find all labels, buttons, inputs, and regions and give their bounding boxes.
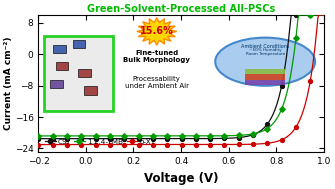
Text: Processability
under Ambient Air: Processability under Ambient Air (125, 76, 189, 89)
Text: Fine-tuned
Bulk Morphology: Fine-tuned Bulk Morphology (123, 50, 190, 63)
FancyBboxPatch shape (245, 80, 285, 85)
Legend: CS₂, 1,2,4-TMB, o-XY: CS₂, 1,2,4-TMB, o-XY (42, 136, 159, 147)
Text: ~50% Humidity
Room Temperature: ~50% Humidity Room Temperature (246, 48, 285, 56)
FancyBboxPatch shape (73, 40, 85, 48)
FancyBboxPatch shape (50, 80, 63, 88)
Text: 15.6%: 15.6% (140, 26, 174, 36)
Y-axis label: Current (mA cm⁻²): Current (mA cm⁻²) (4, 37, 13, 130)
Circle shape (215, 38, 315, 86)
Polygon shape (137, 18, 177, 45)
FancyBboxPatch shape (84, 86, 97, 95)
FancyBboxPatch shape (56, 62, 68, 70)
FancyBboxPatch shape (53, 45, 66, 53)
Title: Green-Solvent-Processed All-PSCs: Green-Solvent-Processed All-PSCs (87, 4, 275, 14)
FancyBboxPatch shape (245, 74, 285, 80)
X-axis label: Voltage (V): Voltage (V) (144, 172, 218, 185)
FancyBboxPatch shape (245, 69, 285, 74)
FancyBboxPatch shape (44, 36, 113, 111)
FancyBboxPatch shape (78, 69, 91, 77)
Text: Ambient Conditions: Ambient Conditions (241, 44, 289, 49)
